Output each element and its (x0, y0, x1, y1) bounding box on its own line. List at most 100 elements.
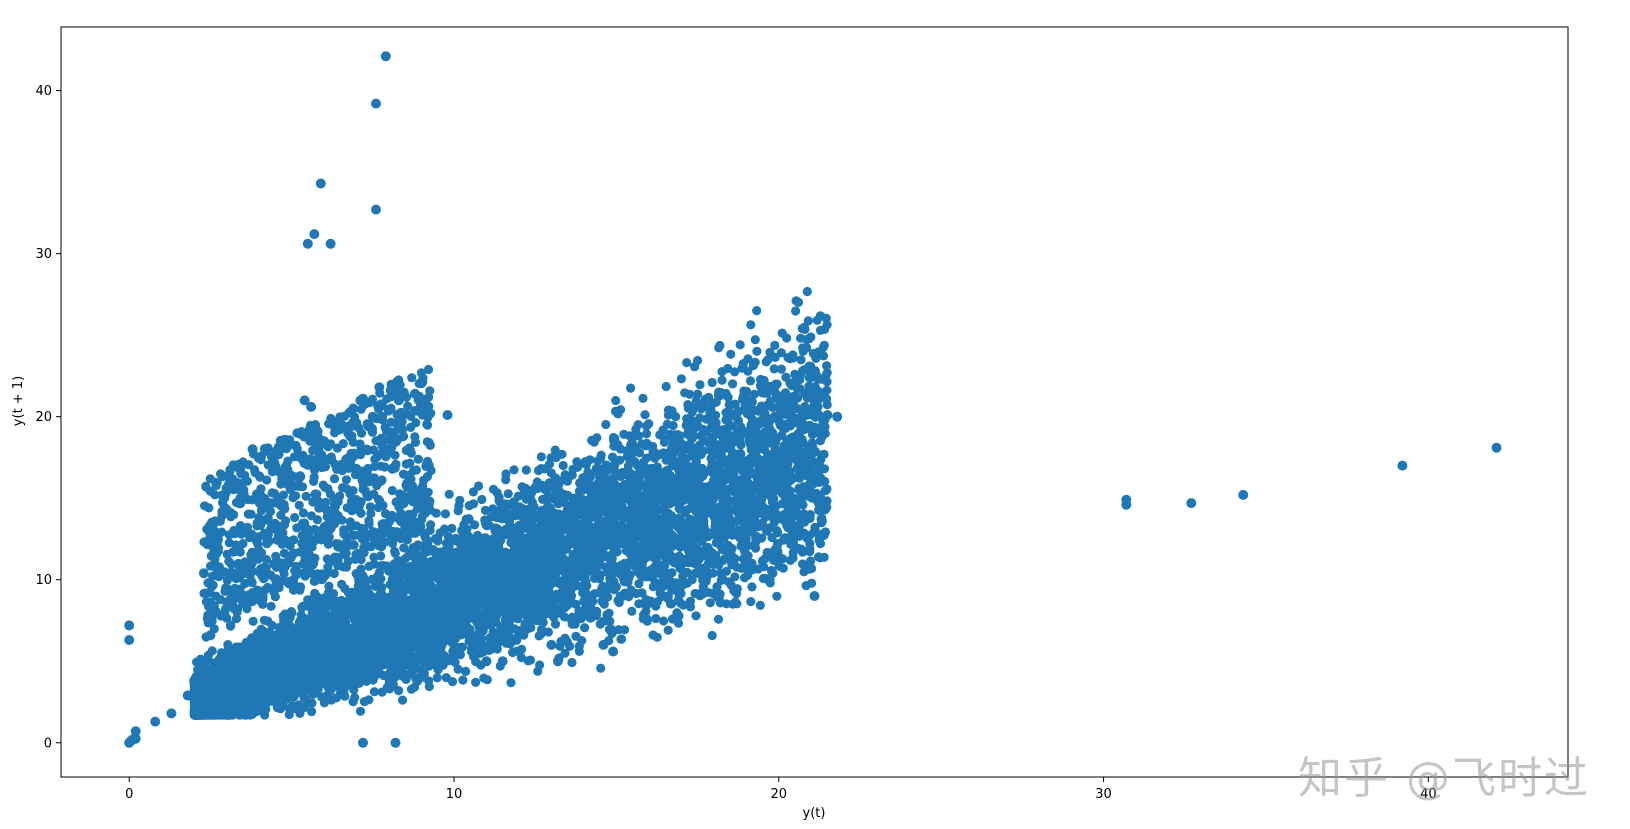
cloud-point (676, 374, 687, 384)
cloud-point (806, 367, 816, 377)
cloud-point (590, 557, 600, 567)
cloud-point (749, 389, 759, 399)
cloud-point (754, 458, 764, 468)
cloud-point (516, 653, 527, 663)
cloud-point (614, 471, 625, 481)
cloud-point (551, 452, 561, 463)
cloud-point (369, 687, 379, 697)
cloud-point (611, 395, 621, 406)
cloud-point (506, 537, 516, 548)
cloud-point (762, 526, 772, 536)
cloud-point (640, 410, 650, 420)
cloud-point (691, 611, 701, 621)
cloud-point (440, 509, 451, 519)
cloud-point (798, 500, 808, 510)
cloud-point (776, 364, 787, 374)
cloud-point (781, 372, 791, 382)
cloud-point (772, 591, 782, 601)
cloud-point (651, 601, 661, 611)
cloud-point (805, 544, 815, 554)
cloud-point (639, 610, 649, 620)
cloud-point (500, 622, 510, 632)
cloud-point (376, 551, 386, 561)
cloud-point (248, 616, 258, 626)
cloud-point (521, 465, 531, 475)
cloud-point (695, 380, 705, 390)
cloud-point (730, 367, 740, 377)
cloud-point (319, 698, 329, 708)
cloud-point (641, 595, 651, 605)
cloud-point (658, 425, 668, 435)
cloud-point (468, 487, 478, 497)
cloud-point (441, 673, 451, 683)
cloud-point (721, 566, 732, 576)
cloud-point (747, 397, 757, 407)
cloud-point (480, 505, 490, 515)
cloud-point (665, 520, 675, 531)
cloud-point (644, 419, 654, 429)
cloud-point (399, 543, 409, 553)
cloud-point (379, 670, 389, 681)
cloud-point (596, 454, 606, 464)
cloud-point (707, 630, 717, 641)
cloud-point (680, 388, 690, 398)
cloud-point (485, 535, 495, 545)
cloud-point (474, 481, 484, 491)
cloud-point (308, 689, 318, 699)
cloud-point (765, 347, 775, 357)
cloud-point (765, 396, 776, 406)
cloud-point (278, 611, 288, 621)
cloud-point (589, 437, 599, 447)
cloud-point (667, 568, 677, 578)
cloud-point (453, 506, 463, 516)
cloud-point (558, 460, 568, 471)
cloud-point (393, 555, 403, 566)
cloud-point (815, 325, 826, 335)
cloud-point (503, 489, 513, 499)
cloud-point (542, 484, 553, 494)
cloud-point (803, 316, 814, 326)
cloud-point (721, 599, 731, 609)
cloud-point (666, 599, 677, 609)
cloud-point (751, 427, 761, 437)
cloud-point (730, 572, 740, 582)
cloud-point (750, 538, 761, 548)
cloud-point (778, 563, 788, 573)
cloud-point (455, 495, 465, 505)
cloud-point (535, 660, 545, 670)
cloud-point (746, 320, 756, 330)
cloud-point (424, 676, 434, 686)
cloud-point (608, 432, 619, 443)
cloud-point (539, 585, 549, 595)
cloud-point (659, 506, 670, 516)
cloud-point (755, 600, 765, 611)
cloud-point (782, 333, 792, 343)
cloud-point (482, 675, 492, 685)
cloud-point (796, 355, 806, 365)
cloud-point (563, 490, 573, 501)
cloud-point (573, 462, 583, 472)
cloud-point (505, 639, 515, 649)
cloud-point (263, 616, 273, 626)
cloud-point (762, 506, 772, 516)
cloud-point (700, 394, 710, 404)
cloud-point (712, 503, 722, 513)
cloud-point (310, 588, 320, 598)
cloud-point (796, 333, 806, 343)
cloud-point (806, 332, 816, 342)
cloud-point (580, 623, 590, 633)
cloud-point (261, 704, 271, 715)
cloud-point (732, 407, 742, 417)
cloud-point (559, 612, 570, 622)
cloud-point (789, 494, 799, 504)
cloud-point (533, 576, 543, 586)
cloud-point (761, 357, 771, 367)
cloud-point (745, 411, 756, 421)
cloud-point (501, 529, 511, 539)
cloud-point (223, 640, 233, 650)
cloud-point (698, 582, 708, 592)
cloud-point (742, 386, 752, 396)
cloud-point (364, 561, 374, 571)
cloud-point (735, 340, 745, 350)
